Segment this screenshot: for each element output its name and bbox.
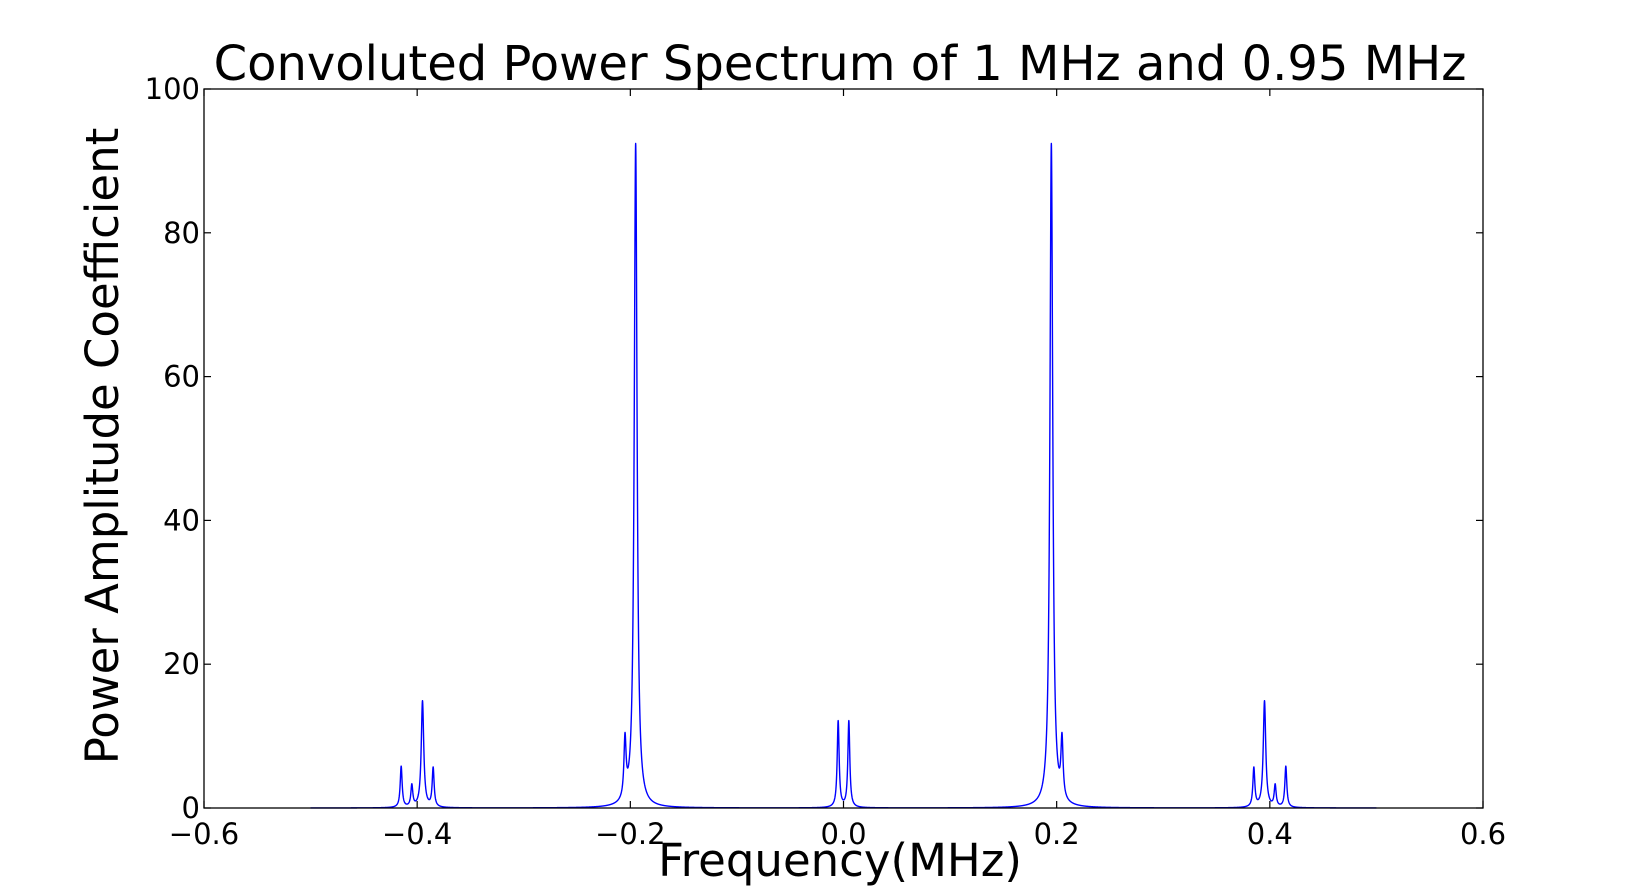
spectrum-line-series-0	[309, 142, 1378, 809]
y-tick-label: 80	[163, 216, 200, 250]
y-tick-label: 20	[163, 647, 200, 681]
x-tick-label: 0.2	[1034, 817, 1080, 851]
y-tick-label: 0	[182, 791, 200, 825]
x-tick-label: −0.2	[595, 817, 665, 851]
chart-title: Convoluted Power Spectrum of 1 MHz and 0…	[214, 36, 1467, 92]
x-tick-label: 0.4	[1247, 817, 1293, 851]
y-axis-label: Power Amplitude Coefficient	[76, 128, 129, 765]
plot-frame	[203, 88, 1484, 809]
y-tick-label: 60	[163, 360, 200, 394]
plot-data	[309, 142, 1378, 809]
axis-ticks: −0.6 −0.4 −0.2 0.0 0.2 0.4 0.6 0 20 40 60 80 100	[145, 72, 1506, 851]
x-tick-label: 0.6	[1460, 817, 1506, 851]
x-tick-label: −0.6	[169, 817, 239, 851]
x-axis-label: Frequency(MHz)	[658, 834, 1022, 887]
x-tick-label: −0.4	[382, 817, 452, 851]
y-tick-label: 100	[145, 72, 200, 106]
y-tick-label: 40	[163, 503, 200, 537]
x-tick-label: 0.0	[820, 817, 866, 851]
